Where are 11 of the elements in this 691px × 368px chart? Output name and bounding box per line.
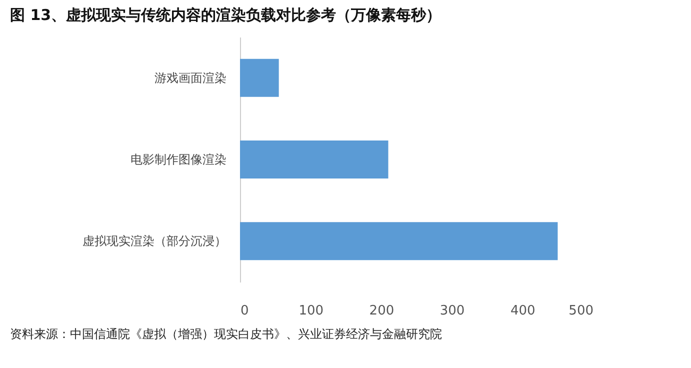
x-tick-label: 200: [369, 304, 394, 318]
x-tick-label: 300: [440, 304, 465, 318]
y-tick-label: 电影制作图像渲染: [130, 152, 226, 166]
text: 资料来源：中国信通院《虚拟（增强）现实白皮书》、兴业证券经济与金融研究院: [10, 327, 442, 341]
y-tick-label: 虚拟现实渲染（部分沉浸）: [82, 234, 226, 248]
x-tick-label: 0: [240, 304, 249, 318]
y-tick-label: 游戏画面渲染: [154, 70, 226, 85]
x-tick-label: 100: [298, 304, 324, 318]
x-tick-label: 500: [568, 304, 594, 318]
chart-title: 图 13、虚拟现实与传统内容的渲染负载对比参考（万像素每秒）: [10, 6, 442, 24]
x-tick-label: 400: [510, 304, 536, 318]
